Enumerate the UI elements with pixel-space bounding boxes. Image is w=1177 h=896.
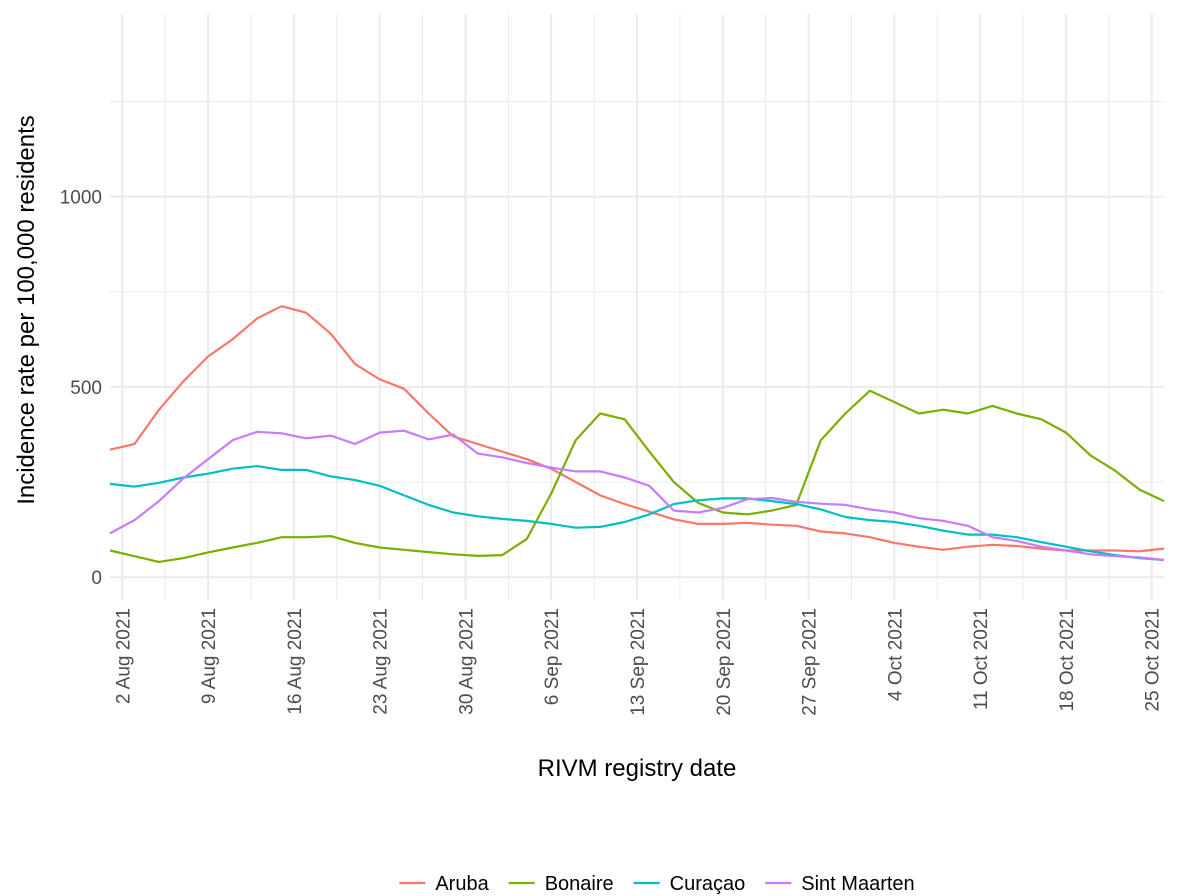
series-line bbox=[109, 389, 1165, 563]
lines bbox=[109, 305, 1165, 563]
series-line bbox=[109, 429, 1165, 562]
y-tick-label: 1000 bbox=[60, 188, 102, 209]
y-axis-title: Incidence rate per 100,000 residents bbox=[13, 115, 40, 505]
x-tick-label: 13 Sep 2021 bbox=[628, 608, 649, 716]
x-tick-label: 9 Aug 2021 bbox=[199, 608, 220, 704]
x-tick-label: 20 Sep 2021 bbox=[714, 608, 735, 716]
grid bbox=[110, 14, 1164, 600]
legend-label: Bonaire bbox=[545, 873, 614, 895]
x-tick-label: 16 Aug 2021 bbox=[285, 608, 306, 715]
y-tick-label: 500 bbox=[70, 378, 102, 399]
x-tick-label: 25 Oct 2021 bbox=[1143, 608, 1164, 712]
x-tick-label: 11 Oct 2021 bbox=[971, 608, 992, 710]
series-line bbox=[109, 305, 1165, 553]
x-tick-label: 30 Aug 2021 bbox=[456, 608, 477, 715]
legend-label: Aruba bbox=[435, 873, 489, 895]
x-tick-label: 2 Aug 2021 bbox=[113, 608, 134, 704]
x-tick-label: 23 Aug 2021 bbox=[371, 608, 392, 715]
x-tick-label: 6 Sep 2021 bbox=[542, 608, 563, 705]
legend-label: Sint Maarten bbox=[801, 873, 914, 895]
x-tick-label: 4 Oct 2021 bbox=[885, 608, 906, 701]
x-tick-label: 27 Sep 2021 bbox=[800, 608, 821, 716]
x-axis-title: RIVM registry date bbox=[538, 755, 737, 782]
legend: Aruba Bonaire Curaçao Sint Maarten bbox=[399, 873, 915, 895]
legend-label: Curaçao bbox=[670, 873, 746, 895]
y-tick-label: 0 bbox=[91, 568, 102, 589]
x-tick-label: 18 Oct 2021 bbox=[1057, 608, 1078, 712]
